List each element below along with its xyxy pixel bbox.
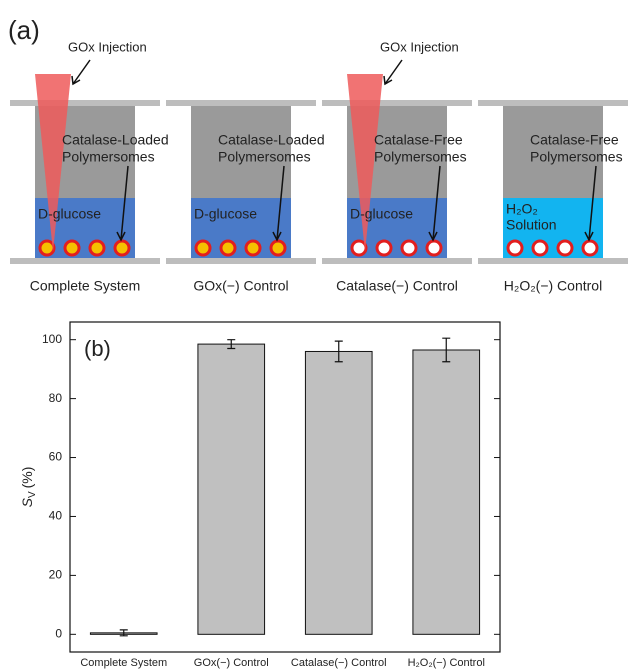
polymersome [194, 239, 212, 257]
arrow-head [71, 75, 81, 86]
bar [304, 350, 373, 635]
polymersome-label: Catalase-Loaded [218, 132, 325, 148]
polymersome [506, 239, 524, 257]
polymersome-label: Catalase-Loaded [62, 132, 169, 148]
polymersome-label: Polymersomes [218, 149, 311, 165]
polymersome-label: Polymersomes [530, 149, 623, 165]
plate [10, 100, 160, 106]
arrow [384, 59, 403, 85]
x-tick-label: H₂O₂(−) Control [408, 657, 485, 669]
y-axis-label-part: (%) [19, 467, 35, 489]
polymersome-label: Polymersomes [62, 149, 155, 165]
arrow-head [383, 75, 393, 86]
injection-label: GOx Injection [380, 39, 459, 54]
solution-label: D-glucose [38, 206, 101, 222]
y-tick-label: 20 [49, 568, 63, 582]
polymersome [38, 239, 56, 257]
solution-label: D-glucose [350, 206, 413, 222]
injection-label: GOx Injection [68, 39, 147, 54]
caption: Catalase(−) Control [336, 278, 458, 294]
bar [412, 349, 481, 635]
solution-label: D-glucose [194, 206, 257, 222]
polymersome-label: Catalase-Free [374, 132, 463, 148]
polymersome [244, 239, 262, 257]
y-axis-label-part: V [27, 491, 38, 498]
arrow-head [116, 231, 126, 242]
plate [322, 258, 472, 264]
caption: GOx(−) Control [193, 278, 288, 294]
plot-frame [69, 321, 501, 653]
x-tick-label: GOx(−) Control [194, 657, 269, 669]
chamber [503, 106, 603, 198]
plate [166, 258, 316, 264]
polymersome [269, 239, 287, 257]
arrow [120, 165, 129, 241]
polymersome [400, 239, 418, 257]
arrow [432, 165, 441, 241]
x-tick-label: Complete System [80, 657, 167, 669]
caption: H₂O₂(−) Control [504, 278, 602, 294]
arrow-head [428, 231, 438, 242]
polymersome-label: Polymersomes [374, 149, 467, 165]
arrow [588, 165, 597, 241]
arrow [276, 165, 285, 241]
solution-label: H₂O₂ [506, 201, 538, 217]
injection-cone [35, 74, 71, 252]
error-bar [227, 339, 236, 350]
polymersome [425, 239, 443, 257]
injection-cone [347, 74, 383, 252]
plate [10, 258, 160, 264]
polymersome-label: Catalase-Free [530, 132, 619, 148]
arrow-head [272, 231, 282, 242]
y-tick-label: 0 [55, 626, 62, 640]
diagram: GOx InjectionCatalase-LoadedPolymersomes… [10, 39, 628, 294]
polymersome [375, 239, 393, 257]
error-bar [442, 337, 451, 363]
polymersome [350, 239, 368, 257]
panel-label: (a) [8, 15, 40, 45]
polymersome [88, 239, 106, 257]
plate [478, 258, 628, 264]
polymersome [219, 239, 237, 257]
plate [166, 100, 316, 106]
solution-label: Solution [506, 217, 557, 233]
bar [197, 343, 266, 635]
y-axis-label: SV (%) [19, 467, 38, 508]
y-tick-label: 40 [49, 509, 63, 523]
y-tick-label: 100 [42, 332, 62, 346]
polymersome [531, 239, 549, 257]
y-tick-label: 60 [49, 450, 63, 464]
arrow-head [584, 231, 594, 242]
polymersome [556, 239, 574, 257]
polymersome [63, 239, 81, 257]
panel-label: (b) [84, 336, 111, 361]
x-tick-label: Catalase(−) Control [291, 657, 387, 669]
plate [478, 100, 628, 106]
chart: (b) 0 20 40 60 80 100 SV (%) Complete System GOx(… [19, 321, 501, 669]
chamber [191, 106, 291, 198]
error-bar [119, 629, 128, 637]
arrow [72, 59, 91, 85]
polymersome [113, 239, 131, 257]
polymersome [581, 239, 599, 257]
y-tick-label: 80 [49, 391, 63, 405]
error-bar [334, 340, 343, 363]
caption: Complete System [30, 278, 140, 294]
plate [322, 100, 472, 106]
y-axis-label-part: S [19, 497, 35, 507]
